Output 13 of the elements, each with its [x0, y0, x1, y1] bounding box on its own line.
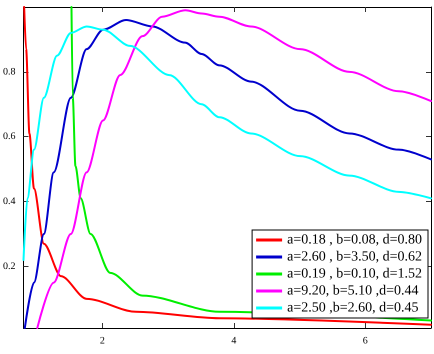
legend-label: a=2.50 ,b=2.60, d=0.45	[287, 300, 419, 316]
legend-label: a=9.20, b=5.10 ,d=0.44	[287, 284, 419, 298]
y-tick-label: 0.6	[3, 131, 16, 142]
x-tick-label: 6	[362, 336, 368, 346]
y-tick-label: 0.8	[3, 66, 16, 78]
x-tick-label: 4	[231, 336, 236, 346]
legend-label: a=2.60 , b=3.50, d=0.62	[287, 250, 422, 264]
legend-label: a=0.19 , b=0.10, d=1.52	[287, 266, 422, 282]
line-series	[22, 25, 432, 261]
x-tick-label: 2	[100, 336, 105, 346]
legend-label: a=0.18 , b=0.08, d=0.80	[287, 232, 422, 248]
y-tick-label: 0.2	[3, 260, 16, 272]
y-tick-label: 0.4	[3, 196, 16, 208]
